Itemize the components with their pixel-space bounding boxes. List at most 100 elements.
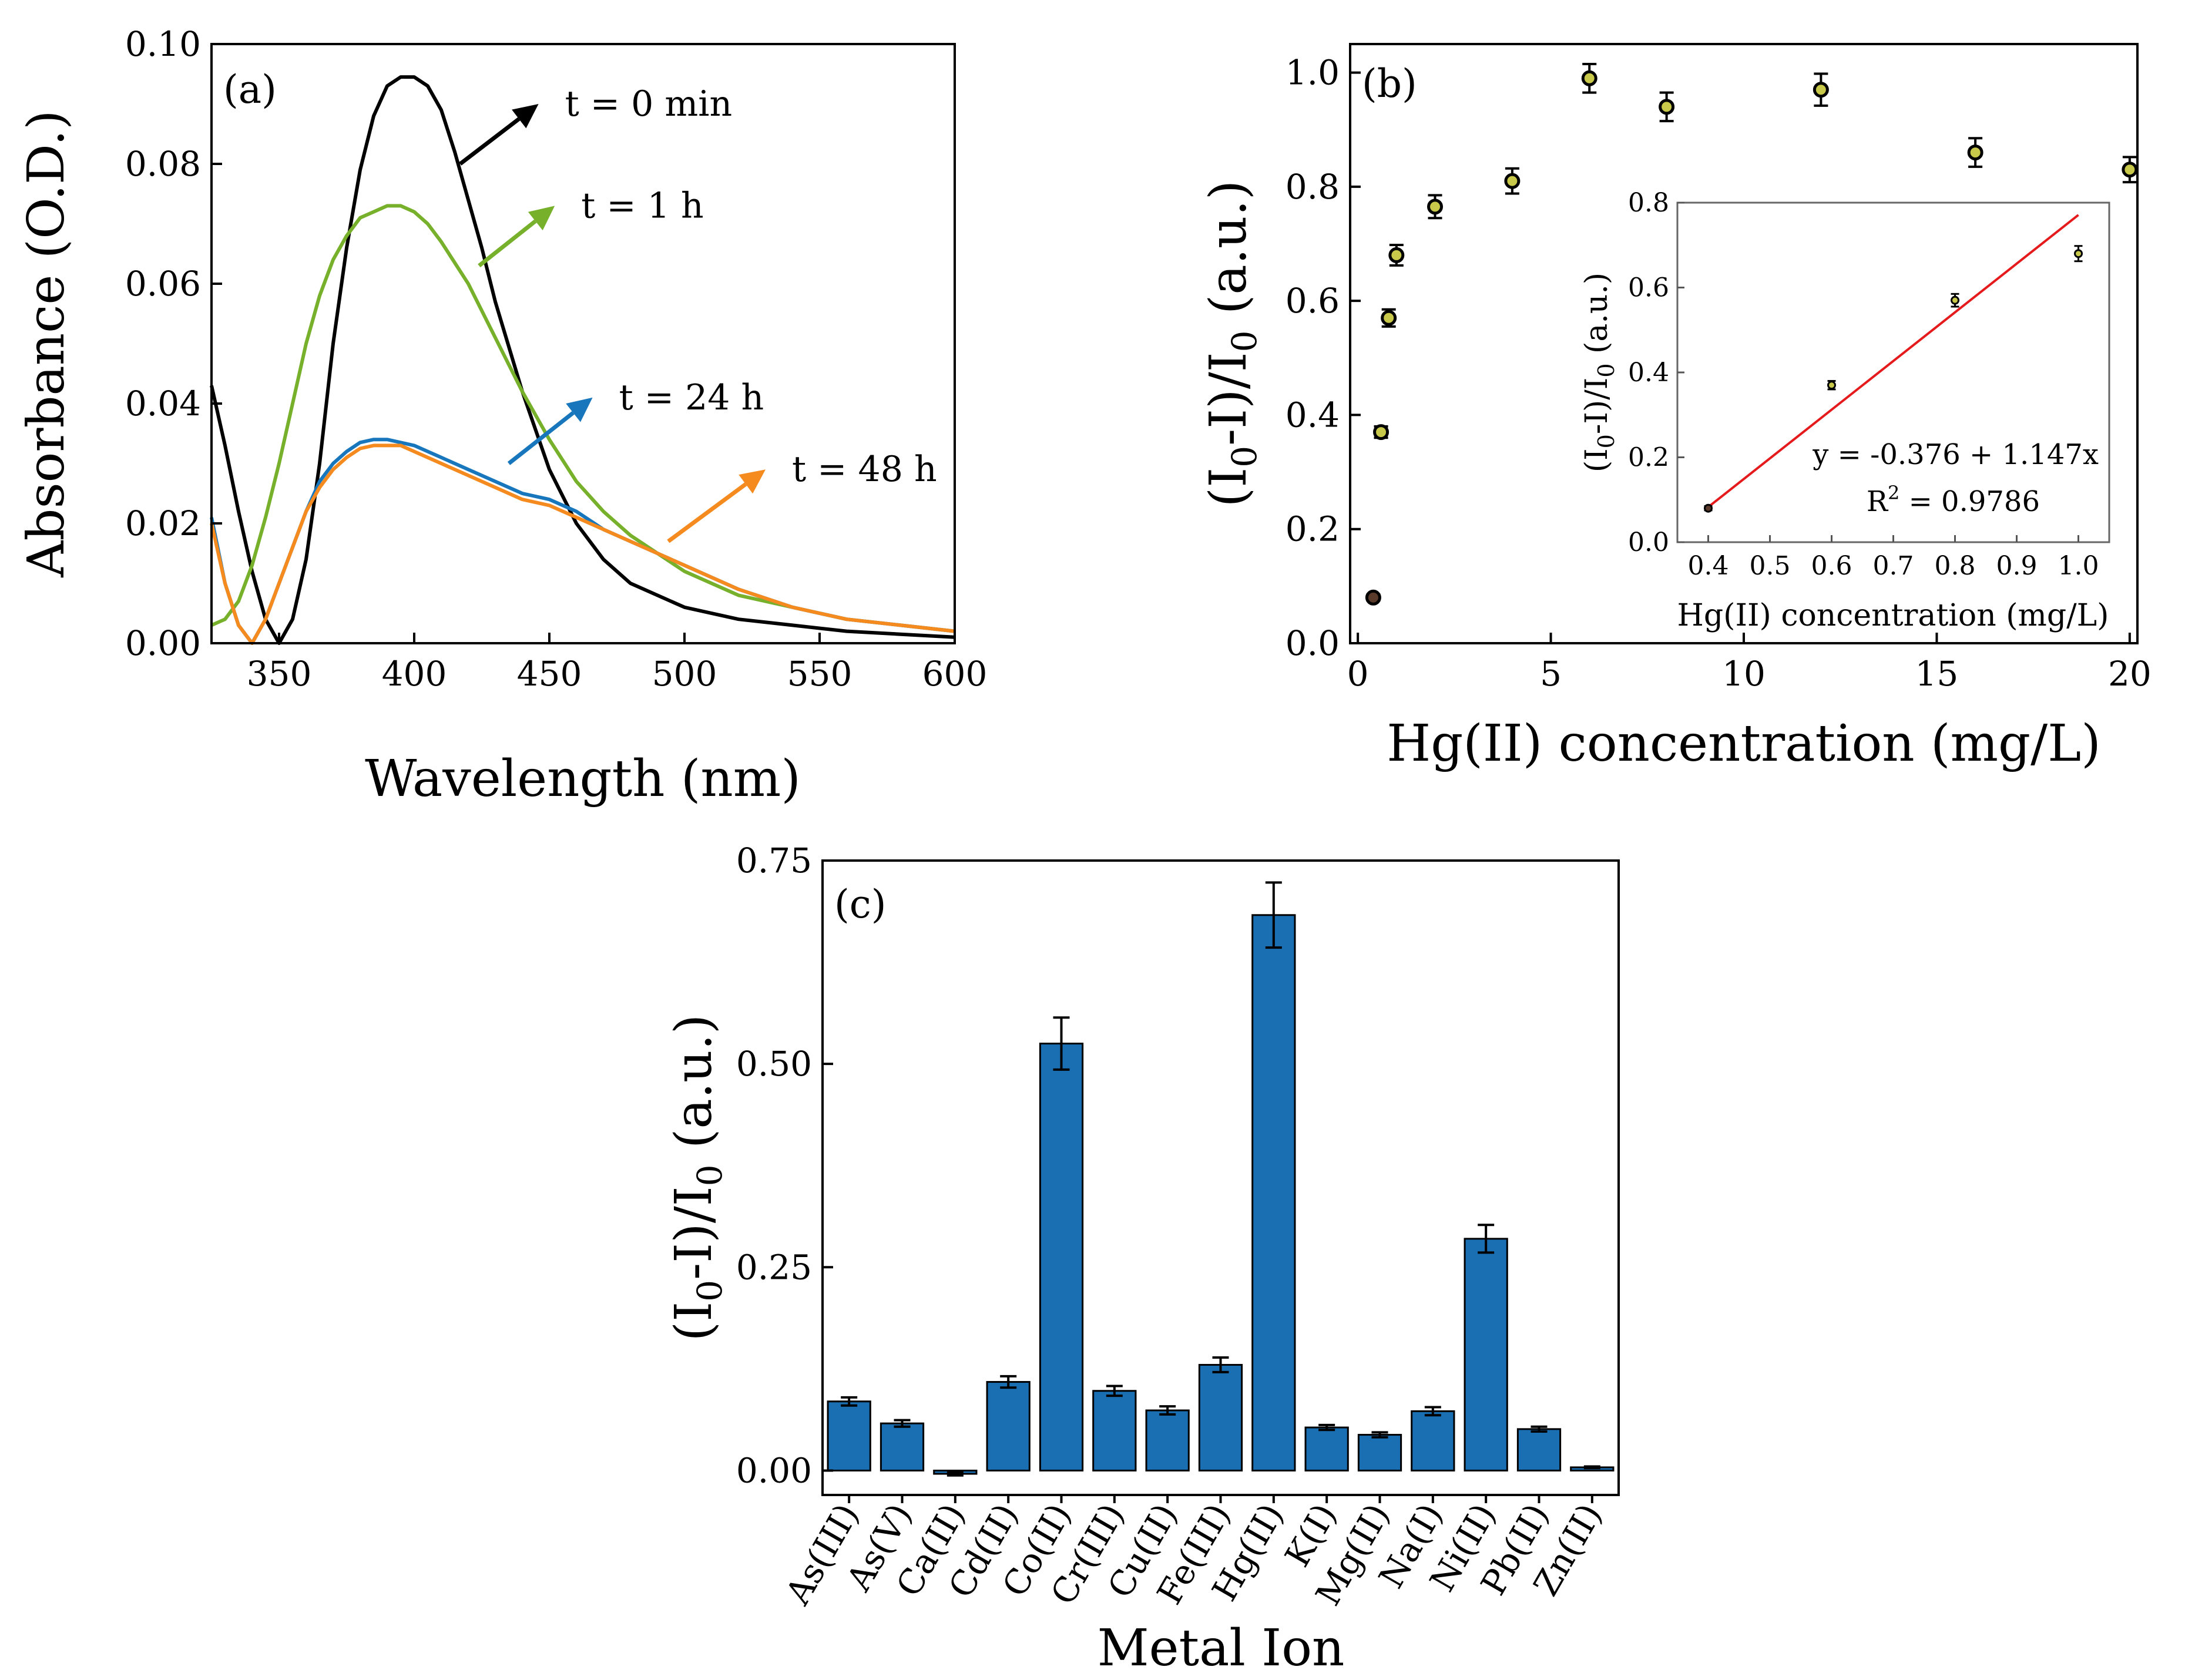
bar-0 xyxy=(827,1400,871,1471)
panel-a-annotation-group: t = 0 min t = 1 h t = 24 h t = 48 h xyxy=(459,83,937,543)
y-tick-label-4: 0.8 xyxy=(1286,167,1340,207)
series-line-0 xyxy=(210,75,955,645)
panel-c-bars-group: As(III)As(V)Ca(II)Cd(II)Co(II)Cr(III)Cu(… xyxy=(777,881,1615,1612)
annotation-arrow-shaft-2 xyxy=(507,411,575,465)
x-tick-label-4: 550 xyxy=(787,654,853,694)
x-tick-label-3: 500 xyxy=(652,654,717,694)
inset-x-tick-label-0: 0.4 xyxy=(1688,551,1729,581)
panel-c-ticks-group: 0.00 0.25 0.50 0.75 xyxy=(736,841,833,1490)
y-tick-label-2: 0.4 xyxy=(1286,395,1340,435)
panel-b-ticks-group: 0 5 10 15 20 0.0 0.2 0.4 0.6 0.8 1.0 xyxy=(1286,53,2152,694)
panel-b-inset: 0.4 0.5 0.6 0.7 0.8 0.9 1.0 0.0 0.2 0.4 0.6 0.8 Hg(… xyxy=(1579,188,2110,633)
fit-equation: y = -0.376 + 1.147x xyxy=(1812,438,2099,471)
annotation-arrow-head-1 xyxy=(528,206,555,231)
panel-a-letter: (a) xyxy=(223,67,277,112)
y-tick-label-0: 0.00 xyxy=(736,1450,812,1490)
y-tick-label-3: 0.6 xyxy=(1286,281,1340,321)
panel-b-x-axis-label: Hg(II) concentration (mg/L) xyxy=(1387,714,2101,773)
panel-c-frame xyxy=(821,859,1620,1496)
bar-5 xyxy=(1092,1390,1137,1471)
bar-10 xyxy=(1357,1434,1402,1471)
inset-y-tick-label-1: 0.2 xyxy=(1628,443,1669,473)
data-point-0 xyxy=(1365,589,1381,606)
annotation-label-3: t = 48 h xyxy=(792,449,937,490)
bar-13 xyxy=(1516,1428,1562,1471)
data-point-2 xyxy=(1381,310,1397,326)
series-line-1 xyxy=(210,204,955,633)
bar-1 xyxy=(880,1422,925,1471)
data-point-1 xyxy=(1373,424,1390,441)
data-point-3 xyxy=(1388,247,1405,263)
inset-x-tick-label-3: 0.7 xyxy=(1873,551,1914,581)
inset-x-tick-label-4: 0.8 xyxy=(1935,551,1976,581)
panel-c-x-axis-label: Metal Ion xyxy=(1098,1619,1345,1678)
bar-4 xyxy=(1039,1043,1084,1471)
panel-b-points-group xyxy=(1365,63,2138,606)
data-point-5 xyxy=(1504,173,1521,189)
bar-3 xyxy=(986,1381,1031,1471)
y-tick-label-4: 0.08 xyxy=(125,144,201,184)
inset-x-tick-label-6: 1.0 xyxy=(2058,551,2099,581)
inset-x-tick-label-2: 0.6 xyxy=(1811,551,1852,581)
annotation-arrow-head-0 xyxy=(512,104,539,129)
inset-point-0 xyxy=(1704,503,1713,513)
panel-a-series-group xyxy=(210,75,955,645)
inset-y-tick-label-4: 0.8 xyxy=(1628,188,1669,218)
inset-y-tick-label-3: 0.6 xyxy=(1628,273,1669,303)
y-tick-label-2: 0.50 xyxy=(736,1044,812,1084)
inset-x-tick-label-5: 0.9 xyxy=(1996,551,2038,581)
x-tick-label-2: 450 xyxy=(517,654,582,694)
x-tick-label-0: 0 xyxy=(1347,654,1369,694)
inset-x-tick-label-1: 0.5 xyxy=(1750,551,1791,581)
panel-a-x-axis-label: Wavelength (nm) xyxy=(365,750,801,808)
annotation-arrow-shaft-3 xyxy=(667,482,747,543)
panel-a-uv-vis-spectra: t = 0 min t = 1 h t = 24 h t = 48 h 350 400 4… xyxy=(17,24,987,808)
panel-c-letter: (c) xyxy=(834,882,886,927)
data-point-10 xyxy=(2122,162,2138,178)
bar-8 xyxy=(1251,914,1296,1471)
annotation-arrow-shaft-0 xyxy=(459,117,521,166)
r-squared: R2 = 0.9786 xyxy=(1867,482,2040,518)
annotation-arrow-head-3 xyxy=(739,469,766,494)
annotation-label-2: t = 24 h xyxy=(619,377,764,418)
annotation-label-0: t = 0 min xyxy=(565,83,733,125)
x-tick-label-1: 400 xyxy=(382,654,447,694)
series-line-3 xyxy=(210,443,955,645)
bar-11 xyxy=(1411,1410,1455,1471)
y-tick-label-0: 0.0 xyxy=(1286,623,1340,663)
annotation-label-1: t = 1 h xyxy=(581,185,703,226)
panel-b-letter: (b) xyxy=(1362,61,1417,106)
data-point-7 xyxy=(1659,99,1675,115)
y-tick-label-0: 0.00 xyxy=(125,623,201,663)
x-tick-label-0: 350 xyxy=(247,654,312,694)
inset-point-1 xyxy=(1827,381,1836,390)
y-tick-label-3: 0.75 xyxy=(736,841,812,881)
annotation-arrow-shaft-1 xyxy=(478,219,537,268)
data-point-8 xyxy=(1813,82,1829,98)
inset-point-3 xyxy=(2074,249,2083,258)
inset-x-axis-label: Hg(II) concentration (mg/L) xyxy=(1677,598,2109,633)
y-tick-label-1: 0.25 xyxy=(736,1247,812,1287)
fit-line xyxy=(1707,214,2079,508)
inset-data-group xyxy=(1704,214,2083,513)
y-tick-label-5: 1.0 xyxy=(1286,53,1340,93)
inset-y-axis-label: (I0-I)/I0 (a.u.) xyxy=(1579,273,1619,472)
panel-b-concentration-response: 0 5 10 15 20 0.0 0.2 0.4 0.6 0.8 1.0 (b) Hg(II) co… xyxy=(1199,43,2152,773)
y-tick-label-1: 0.02 xyxy=(125,503,201,543)
inset-y-tick-label-0: 0.0 xyxy=(1628,527,1669,557)
bar-12 xyxy=(1464,1238,1508,1471)
inset-ticks-group: 0.4 0.5 0.6 0.7 0.8 0.9 1.0 0.0 0.2 0.4 0.6 0.8 xyxy=(1628,188,2099,581)
inset-point-2 xyxy=(1951,295,1959,305)
annotation-arrow-head-2 xyxy=(566,397,593,422)
panel-b-y-axis-label: (I0-I)/I0 (a.u.) xyxy=(1199,180,1264,508)
data-point-6 xyxy=(1581,70,1597,86)
data-point-4 xyxy=(1427,199,1444,215)
y-tick-label-1: 0.2 xyxy=(1286,509,1340,549)
panel-c-selectivity-bars: As(III)As(V)Ca(II)Cd(II)Co(II)Cr(III)Cu(… xyxy=(664,841,1620,1678)
panel-a-ticks-group: 350 400 450 500 550 600 0.00 0.02 0.04 0.06 0.08 0.… xyxy=(125,24,988,694)
x-tick-label-1: 5 xyxy=(1540,654,1562,694)
x-tick-label-2: 10 xyxy=(1722,654,1766,694)
inset-y-tick-label-2: 0.4 xyxy=(1628,358,1669,388)
bar-6 xyxy=(1145,1409,1190,1471)
